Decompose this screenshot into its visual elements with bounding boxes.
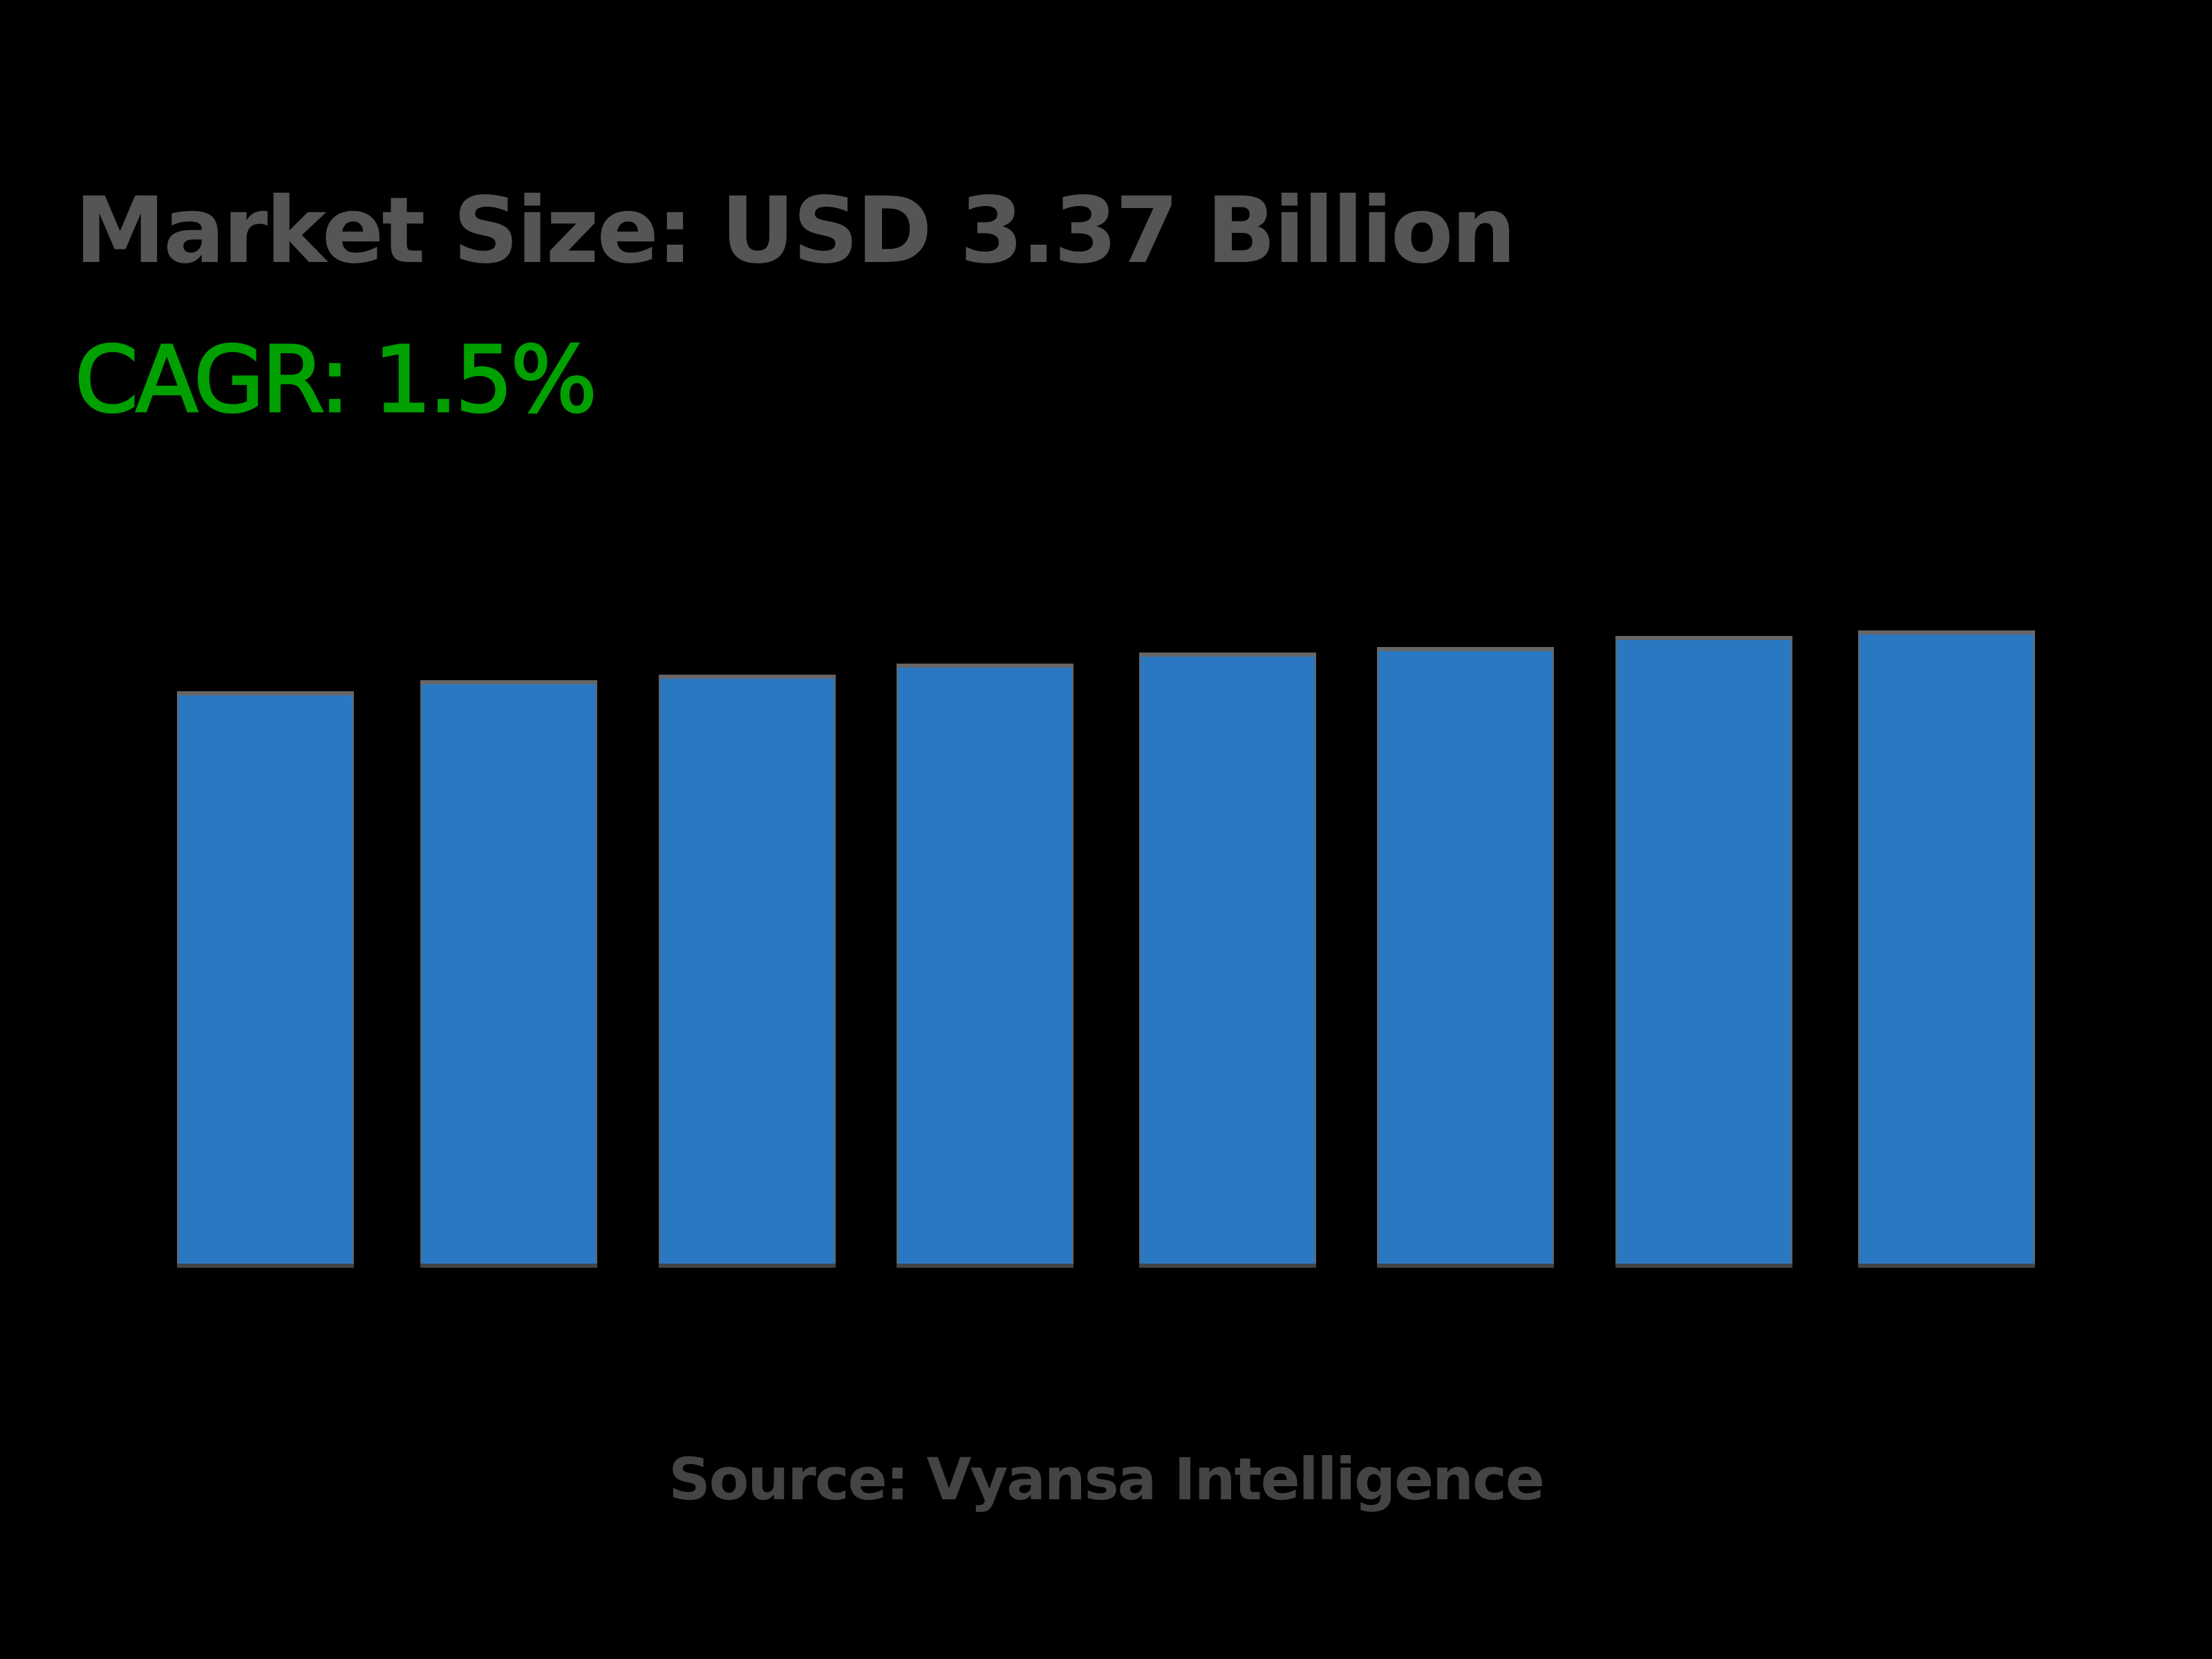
bar-base-shadow bbox=[659, 1264, 836, 1268]
bar-1 bbox=[177, 691, 354, 1264]
bar-base-shadow bbox=[420, 1264, 597, 1268]
bar-base-shadow bbox=[177, 1264, 354, 1268]
source-caption: Source: Vyansa Intelligence bbox=[668, 1445, 1544, 1513]
bar-base-shadow bbox=[1615, 1264, 1792, 1268]
bar-7 bbox=[1615, 636, 1792, 1264]
bar-6 bbox=[1377, 647, 1554, 1264]
bar-base-shadow bbox=[1377, 1264, 1554, 1268]
cagr-label: CAGR: 1.5% bbox=[74, 327, 599, 433]
bar-3 bbox=[659, 675, 836, 1264]
bar-base-shadow bbox=[1858, 1264, 2035, 1268]
bar-base-shadow bbox=[1139, 1264, 1316, 1268]
chart-title: Market Size: USD 3.37 Billion bbox=[75, 178, 1516, 284]
bar-4 bbox=[897, 664, 1074, 1264]
bar-2 bbox=[420, 680, 597, 1264]
bar-8 bbox=[1858, 630, 2035, 1264]
bar-5 bbox=[1139, 653, 1316, 1264]
bar-base-shadow bbox=[897, 1264, 1074, 1268]
